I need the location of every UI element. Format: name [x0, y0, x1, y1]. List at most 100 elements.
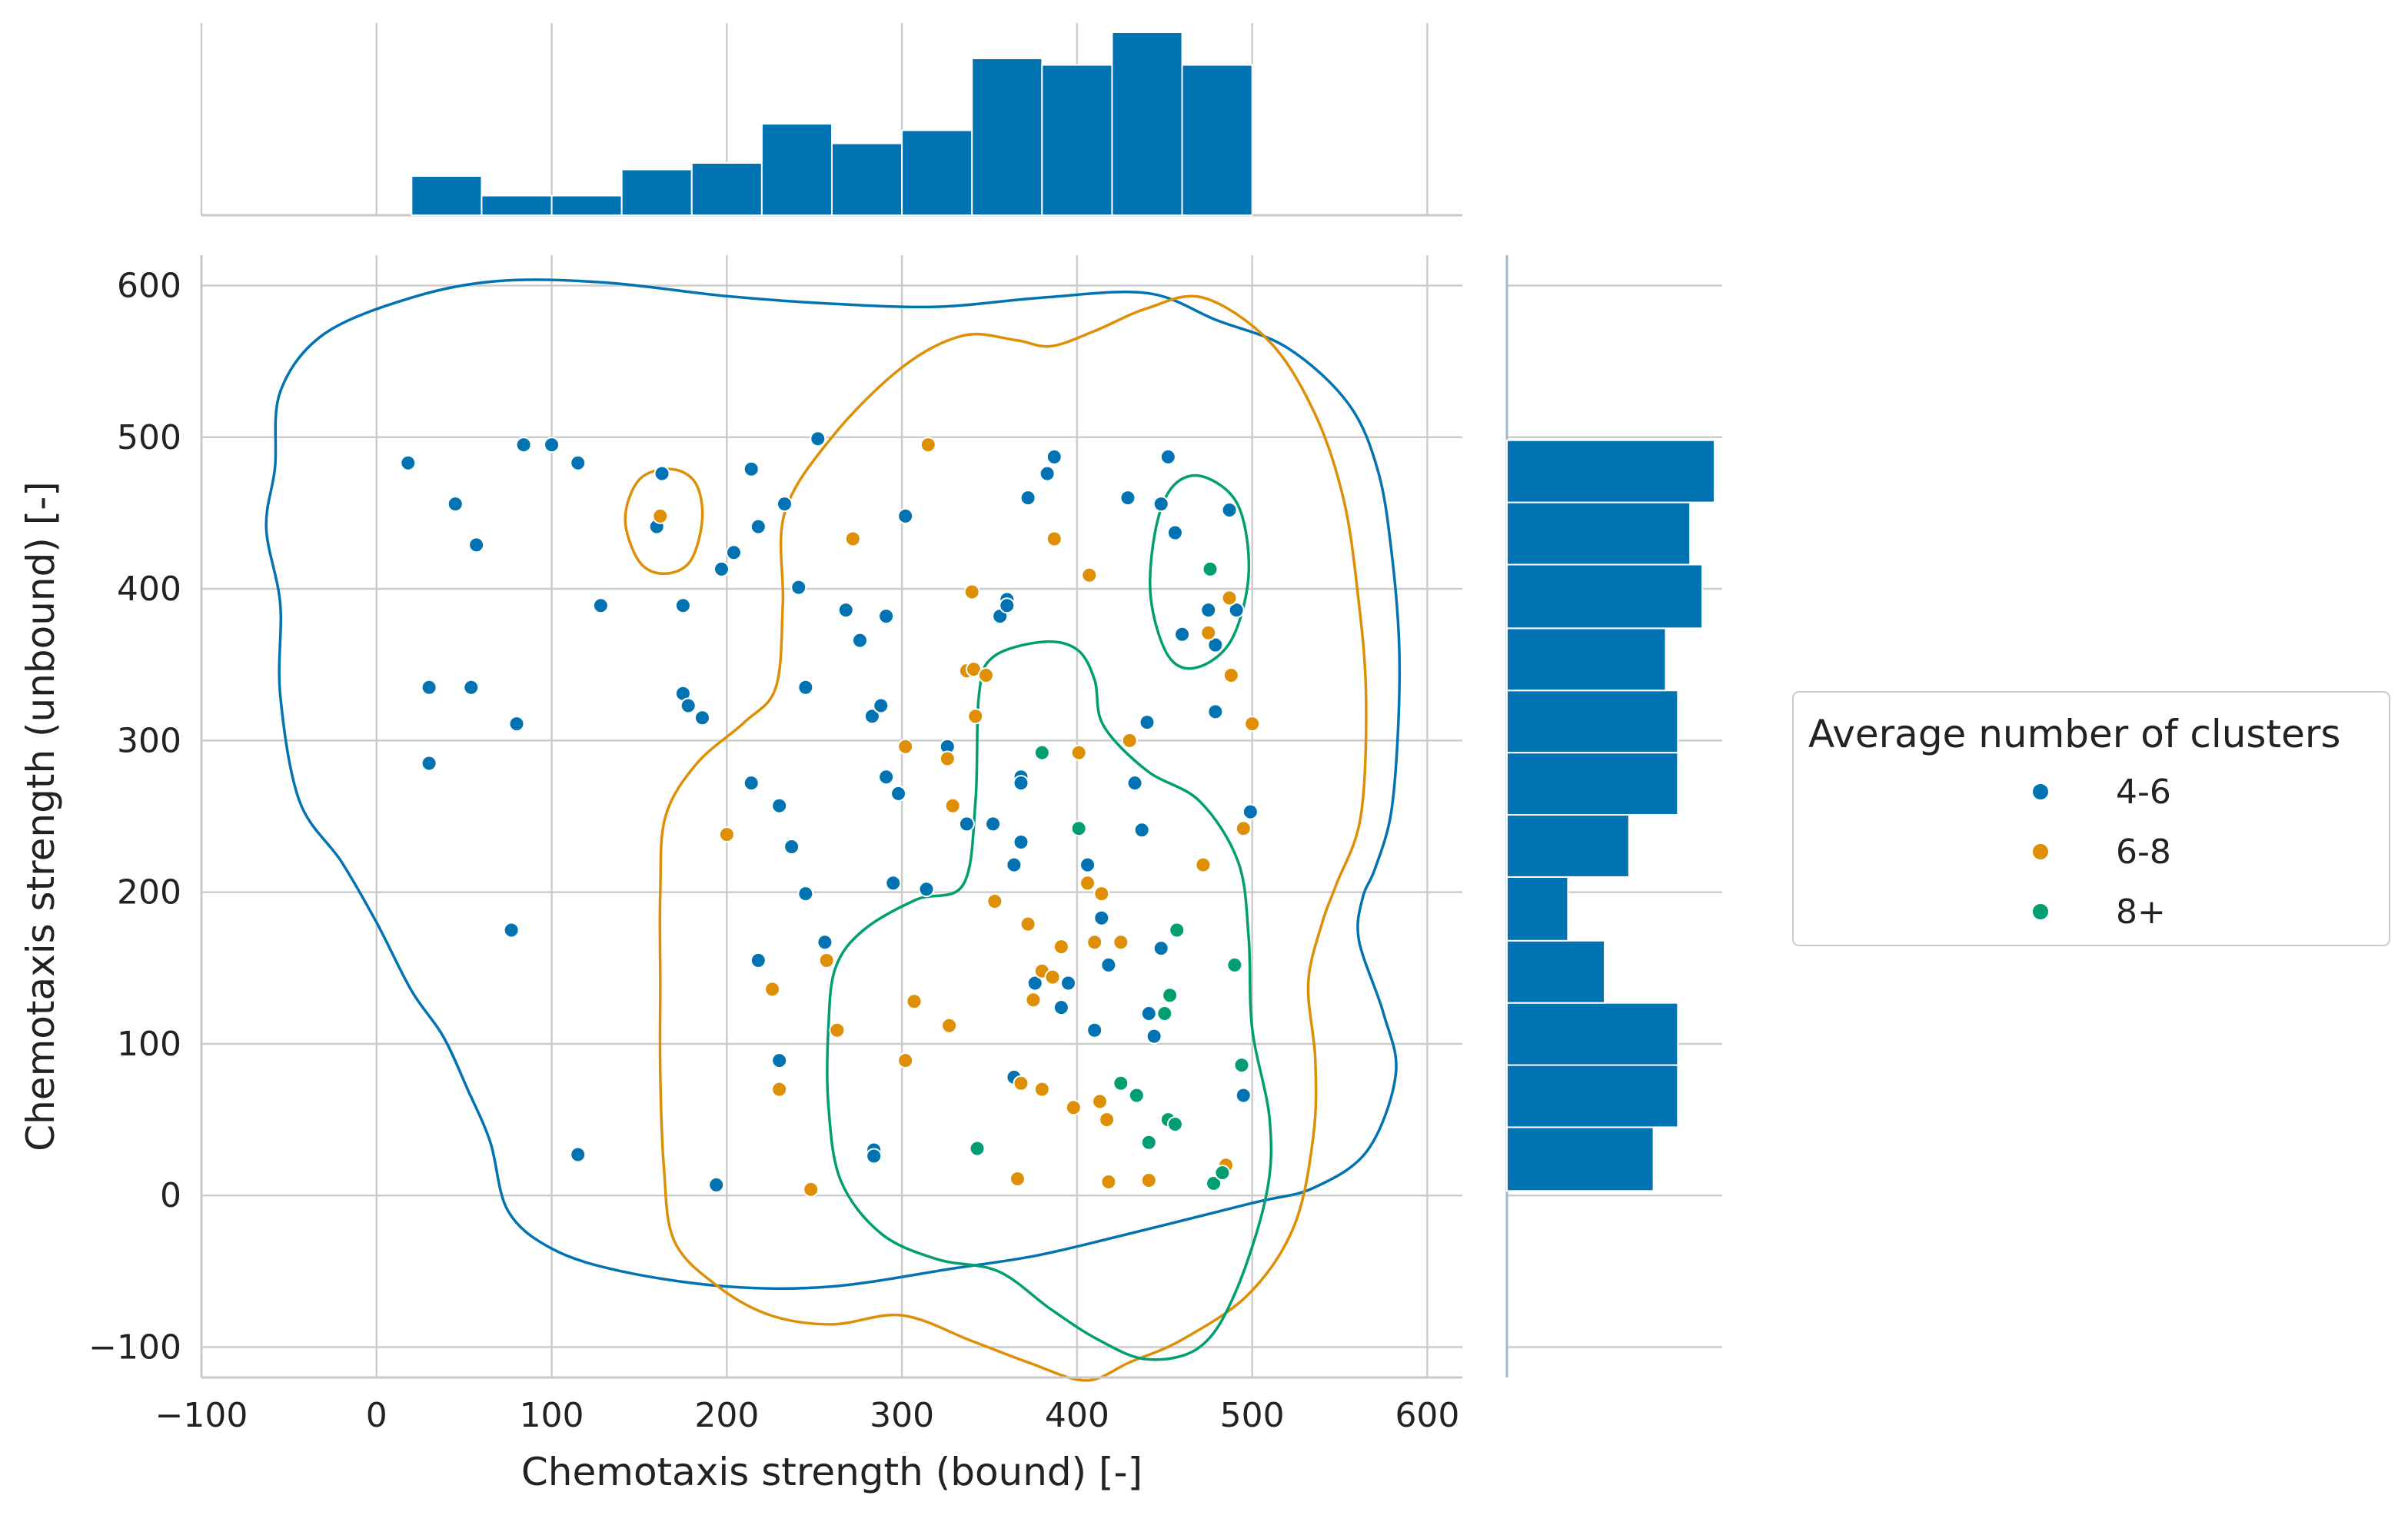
data-point-6-8: [1200, 624, 1217, 641]
data-point-6-8: [844, 530, 861, 547]
data-point-6-8: [920, 437, 936, 454]
data-point-4-6: [890, 785, 907, 802]
data-point-6-8: [1113, 934, 1129, 951]
kde-contour-6-8: [624, 467, 704, 576]
data-point-4-6: [592, 597, 609, 614]
data-point-4-6: [851, 632, 868, 649]
data-point-4-6: [817, 934, 833, 951]
data-point-4-6: [503, 922, 520, 939]
y-axis-label: Chemotaxis strength (unbound) [-]: [18, 481, 63, 1151]
data-point-6-8: [1019, 916, 1036, 932]
legend-marker-4-6: [2031, 783, 2050, 801]
data-point-4-6: [743, 460, 760, 477]
legend-frame: [1792, 691, 2390, 946]
data-point-4-6: [1013, 775, 1029, 792]
data-point-6-8: [1033, 1081, 1050, 1098]
data-point-4-6: [1166, 524, 1183, 541]
data-point-8+: [1226, 956, 1243, 973]
data-point-4-6: [897, 507, 914, 524]
data-point-4-6: [570, 1146, 587, 1163]
kde-contour-4-6: [264, 278, 1402, 1291]
data-point-6-8: [1235, 820, 1252, 837]
scatter-points: [400, 430, 1261, 1198]
data-point-4-6: [777, 496, 793, 513]
right-histogram-bar: [1506, 439, 1715, 503]
data-point-4-6: [1119, 490, 1136, 507]
y-tick-label: 100: [117, 1025, 181, 1064]
x-tick-label: 400: [1045, 1396, 1109, 1435]
data-point-4-6: [463, 679, 480, 696]
right-histogram-bar: [1506, 563, 1704, 630]
data-point-4-6: [1152, 496, 1169, 513]
data-point-4-6: [680, 697, 697, 714]
x-tick-label: 500: [1220, 1396, 1285, 1435]
right-histogram-bar: [1506, 627, 1667, 692]
right-histogram-bar: [1506, 1126, 1655, 1192]
data-point-4-6: [1006, 856, 1023, 873]
data-point-6-8: [967, 708, 984, 725]
data-point-4-6: [1200, 602, 1217, 619]
data-point-6-8: [652, 507, 669, 524]
y-tick-label: 600: [117, 266, 181, 305]
data-point-6-8: [1121, 732, 1138, 749]
data-point-6-8: [1099, 1112, 1116, 1128]
data-point-4-6: [999, 597, 1016, 614]
top-histogram-bar: [831, 142, 903, 216]
data-point-6-8: [1140, 1172, 1157, 1189]
kde-contour-8+: [826, 640, 1273, 1361]
data-point-6-8: [1221, 590, 1238, 606]
data-point-6-8: [764, 981, 781, 998]
top-histogram-bar: [901, 129, 973, 216]
x-tick-label: 0: [366, 1396, 387, 1435]
data-point-8+: [1128, 1087, 1145, 1104]
kde-contour-6-8: [658, 294, 1368, 1382]
data-point-6-8: [1244, 716, 1261, 733]
right-histogram-bar: [1506, 752, 1679, 816]
data-point-8+: [969, 1140, 986, 1157]
data-point-6-8: [906, 993, 923, 1010]
data-point-4-6: [1174, 626, 1191, 643]
data-point-4-6: [918, 881, 935, 898]
data-point-6-8: [1009, 1171, 1026, 1188]
data-point-6-8: [1195, 856, 1212, 873]
data-point-6-8: [1044, 969, 1061, 985]
data-point-6-8: [1070, 744, 1087, 761]
data-point-4-6: [1019, 490, 1036, 507]
data-point-4-6: [1235, 1087, 1252, 1104]
data-point-4-6: [1086, 1022, 1103, 1038]
data-point-8+: [1202, 560, 1219, 577]
data-point-4-6: [783, 838, 800, 855]
legend: Average number of clusters 4-6 6-8 8+: [1792, 691, 2390, 946]
data-point-4-6: [866, 1148, 883, 1165]
top-histogram-bar: [481, 194, 553, 216]
y-tick-label: 0: [160, 1176, 181, 1215]
data-point-6-8: [1081, 567, 1098, 583]
data-point-4-6: [863, 708, 880, 725]
legend-label-8+: 8+: [2116, 892, 2166, 932]
data-point-4-6: [421, 755, 437, 772]
right-marginal-bars: [1506, 439, 1715, 1192]
data-point-6-8: [818, 952, 835, 969]
data-point-4-6: [725, 544, 742, 561]
legend-title: Average number of clusters: [1808, 712, 2340, 756]
data-point-4-6: [878, 608, 895, 625]
data-point-4-6: [674, 597, 691, 614]
data-point-4-6: [1013, 834, 1029, 851]
data-point-4-6: [1140, 1005, 1157, 1022]
main-scatter-plot: −100 0 100 200 300 400 500 600 −100 0 100 200 300 40…: [18, 255, 1462, 1494]
top-histogram-bar: [411, 175, 483, 216]
kde-contours: [264, 278, 1402, 1382]
data-point-6-8: [1100, 1173, 1117, 1190]
data-point-8+: [1156, 1005, 1173, 1022]
data-point-4-6: [771, 1052, 788, 1069]
data-point-4-6: [1039, 465, 1056, 482]
data-point-4-6: [1146, 1028, 1162, 1045]
data-point-4-6: [1133, 822, 1150, 839]
data-point-4-6: [654, 465, 670, 482]
data-point-4-6: [447, 496, 464, 513]
y-tick-label: 500: [117, 418, 181, 457]
data-point-6-8: [1046, 530, 1063, 547]
data-point-8+: [1113, 1075, 1129, 1092]
data-point-4-6: [985, 816, 1002, 832]
